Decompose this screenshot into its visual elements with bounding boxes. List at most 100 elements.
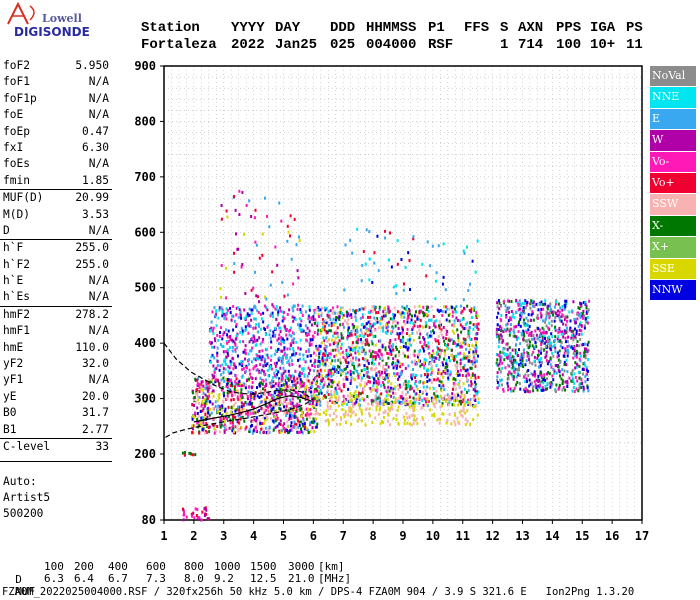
echo-point: [505, 310, 508, 314]
echo-point: [535, 378, 538, 382]
echo-point: [297, 372, 300, 376]
echo-point: [584, 364, 587, 368]
echo-point: [584, 353, 587, 357]
echo-point: [572, 356, 575, 360]
echo-point: [277, 393, 280, 397]
echo-point: [509, 318, 512, 322]
echo-point: [389, 317, 392, 321]
echo-point: [586, 315, 589, 319]
echo-point: [405, 397, 408, 401]
echo-point: [216, 424, 219, 428]
echo-point: [338, 358, 341, 362]
echo-point: [224, 407, 227, 411]
footer-distance-value: 3000: [288, 560, 315, 573]
echo-point: [553, 319, 556, 323]
echo-point: [248, 199, 251, 203]
echo-point: [351, 348, 354, 352]
echo-point: [576, 340, 579, 344]
echo-point: [575, 336, 578, 340]
echo-point: [295, 426, 298, 430]
echo-point: [361, 397, 364, 401]
echo-point: [452, 324, 455, 328]
echo-point: [336, 400, 339, 404]
echo-point: [327, 371, 330, 375]
echo-point: [234, 232, 237, 236]
echo-point: [240, 265, 243, 269]
echo-point: [540, 375, 543, 379]
echo-point: [435, 401, 438, 405]
echo-point: [522, 329, 525, 333]
echo-point: [399, 361, 402, 365]
echo-point: [555, 383, 558, 387]
param-row: h`F2 255.0: [0, 257, 112, 273]
echo-point: [219, 287, 222, 291]
footer-muf-value: 6.3: [44, 572, 64, 585]
echo-point: [384, 314, 387, 318]
param-value: N/A: [88, 274, 109, 288]
echo-point: [444, 365, 447, 369]
echo-point: [290, 380, 293, 384]
echo-point: [274, 402, 277, 406]
echo-point: [310, 343, 313, 347]
echo-point: [233, 385, 236, 389]
echo-point: [329, 329, 332, 333]
echo-point: [311, 364, 314, 368]
echo-point: [495, 330, 498, 334]
echo-point: [523, 302, 526, 306]
echo-point: [435, 271, 438, 275]
echo-point: [304, 387, 307, 391]
echo-point: [228, 390, 231, 394]
echo-point: [345, 352, 348, 356]
echo-point: [557, 358, 560, 362]
echo-point: [269, 358, 272, 362]
echo-point: [240, 326, 243, 330]
echo-point: [530, 313, 533, 317]
echo-point: [423, 373, 426, 377]
echo-point: [181, 507, 184, 511]
echo-point: [263, 357, 266, 361]
echo-point: [224, 367, 227, 371]
echo-point: [269, 314, 272, 318]
echo-point: [256, 394, 259, 398]
echo-point: [519, 387, 522, 391]
echo-point: [543, 331, 546, 335]
echo-point: [461, 373, 464, 377]
echo-point: [341, 306, 344, 310]
echo-point: [403, 422, 406, 426]
echo-point: [368, 376, 371, 380]
echo-point: [410, 318, 413, 322]
echo-point: [268, 430, 271, 434]
echo-point: [287, 369, 290, 373]
echo-point: [413, 354, 416, 358]
echo-point: [320, 312, 323, 316]
echo-point: [505, 342, 508, 346]
echo-point: [553, 305, 556, 309]
echo-point: [235, 324, 238, 328]
echo-point: [573, 389, 576, 393]
echo-point: [255, 429, 258, 433]
echo-point: [393, 313, 396, 317]
echo-point: [200, 416, 203, 420]
echo-point: [242, 350, 245, 354]
echo-point: [334, 359, 337, 363]
echo-point: [414, 400, 417, 404]
echo-point: [196, 406, 199, 410]
echo-point: [324, 308, 327, 312]
echo-point: [303, 422, 306, 426]
echo-point: [377, 382, 380, 386]
echo-point: [196, 382, 199, 386]
echo-point: [214, 339, 217, 343]
echo-point: [241, 361, 244, 365]
echo-point: [322, 396, 325, 400]
echo-point: [247, 402, 250, 406]
echo-point: [328, 380, 331, 384]
echo-point: [559, 359, 562, 363]
echo-point: [218, 411, 221, 415]
echo-point: [506, 299, 509, 303]
echo-point: [557, 313, 560, 317]
echo-point: [519, 362, 522, 366]
echo-point: [237, 384, 240, 388]
echo-point: [428, 318, 431, 322]
echo-point: [227, 348, 230, 352]
echo-point: [388, 309, 391, 313]
